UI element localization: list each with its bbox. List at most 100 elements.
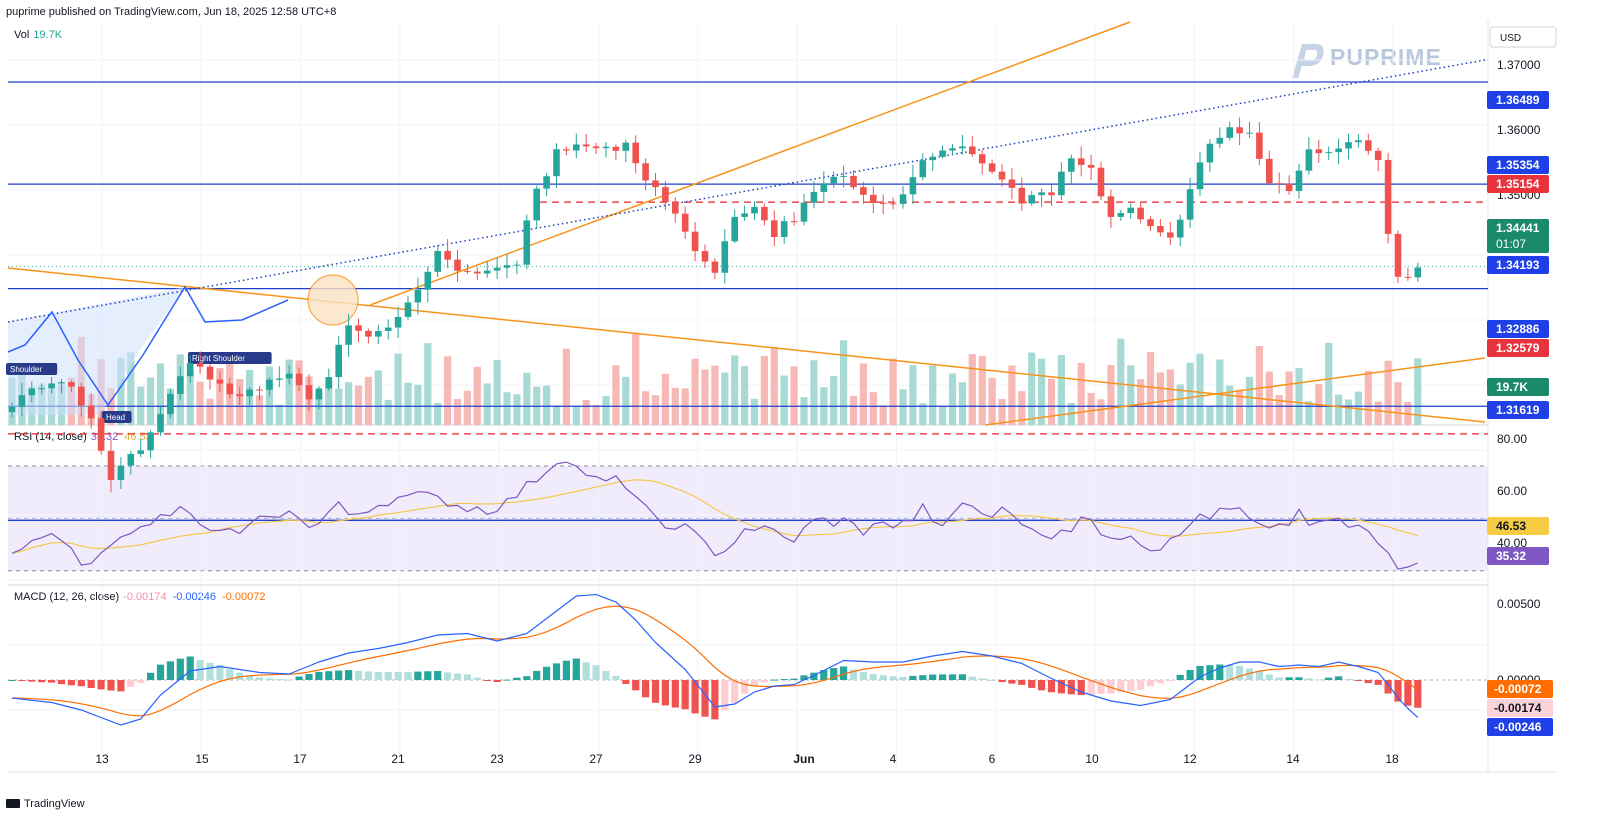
macd-label-bg bbox=[1487, 699, 1553, 717]
candle-body bbox=[384, 327, 392, 331]
macd-histogram-bar bbox=[236, 672, 244, 680]
price-label-bg bbox=[1487, 401, 1549, 419]
volume-bar bbox=[1226, 385, 1234, 425]
volume-legend: Vol 19.7K bbox=[14, 29, 62, 41]
candle-body bbox=[87, 405, 95, 419]
macd-histogram-bar bbox=[295, 676, 303, 680]
candle-body bbox=[375, 330, 382, 337]
candle-body bbox=[1335, 148, 1342, 153]
candle-body bbox=[295, 373, 303, 386]
volume-bar bbox=[998, 399, 1006, 425]
price-label: 1.32886 bbox=[1496, 322, 1540, 336]
macd-histogram-bar bbox=[770, 679, 778, 681]
volume-bar bbox=[404, 382, 412, 425]
macd-histogram-bar bbox=[582, 662, 590, 680]
volume-bar bbox=[147, 377, 155, 425]
candle-body bbox=[464, 270, 471, 272]
candle-body bbox=[38, 388, 45, 390]
volume-bar bbox=[1057, 354, 1065, 425]
volume-bar bbox=[1285, 371, 1293, 425]
volume-bar bbox=[800, 397, 808, 425]
volume-bar bbox=[1384, 360, 1392, 425]
candle-body bbox=[78, 386, 85, 406]
trendline-support bbox=[984, 357, 1486, 426]
candle-body bbox=[1256, 132, 1263, 159]
macd-histogram-bar bbox=[374, 671, 382, 680]
time-tick: 12 bbox=[1183, 752, 1197, 766]
macd-histogram-bar bbox=[463, 674, 471, 680]
macd-histogram-bar bbox=[275, 679, 283, 681]
candle-body bbox=[879, 202, 887, 204]
macd-histogram-bar bbox=[453, 673, 462, 680]
macd-histogram-bar bbox=[879, 675, 887, 680]
macd-histogram-bar bbox=[1047, 680, 1056, 693]
candle-body bbox=[58, 382, 65, 384]
macd-histogram-bar bbox=[156, 664, 165, 680]
candle-body bbox=[681, 213, 689, 232]
candle-body bbox=[335, 344, 342, 378]
macd-histogram-bar bbox=[1335, 676, 1343, 680]
time-tick: 13 bbox=[95, 752, 109, 766]
volume-bar bbox=[483, 383, 491, 425]
rsi-tick: 60.00 bbox=[1497, 484, 1527, 498]
candle-body bbox=[474, 271, 481, 274]
macd-histogram-bar bbox=[948, 674, 957, 680]
volume-bar bbox=[909, 365, 917, 425]
volume-bar bbox=[711, 365, 719, 425]
volume-bar bbox=[1146, 352, 1155, 425]
volume-bar bbox=[701, 369, 709, 425]
candle-body bbox=[1216, 137, 1224, 144]
candle-body bbox=[939, 150, 946, 157]
candle-body bbox=[1315, 149, 1323, 154]
candle-body bbox=[969, 146, 976, 155]
volume-bar bbox=[453, 398, 462, 425]
macd-histogram-bar bbox=[869, 674, 877, 680]
macd-histogram-bar bbox=[1295, 677, 1303, 680]
volume-bar bbox=[651, 395, 660, 425]
candle-body bbox=[691, 231, 699, 252]
macd-histogram-bar bbox=[750, 680, 759, 687]
macd-label: -0.00072 bbox=[1494, 682, 1542, 696]
volume-bar bbox=[859, 363, 867, 425]
time-tick: 18 bbox=[1385, 752, 1399, 766]
macd-label: -0.00174 bbox=[1494, 701, 1542, 715]
candle-body bbox=[48, 383, 55, 389]
price-axis-layer: USD1.370001.360001.350001.330001.320001.… bbox=[1487, 26, 1557, 736]
candle-body bbox=[1394, 233, 1402, 277]
time-tick: 15 bbox=[195, 752, 209, 766]
price-label-bg bbox=[1487, 219, 1549, 253]
volume-bar bbox=[434, 403, 442, 425]
rsi-tick: 40.00 bbox=[1497, 536, 1527, 550]
macd-histogram-bar bbox=[18, 680, 26, 681]
macd-histogram-bar bbox=[859, 672, 867, 680]
candle-body bbox=[949, 148, 956, 151]
candle-body bbox=[246, 389, 253, 397]
macd-histogram-bar bbox=[661, 680, 669, 706]
macd-histogram-bar bbox=[503, 679, 511, 681]
macd-histogram-bar bbox=[127, 680, 135, 687]
price-label-bg bbox=[1487, 156, 1549, 174]
macd-histogram-bar bbox=[473, 677, 481, 680]
macd-histogram-bar bbox=[404, 671, 412, 680]
macd-histogram-bar bbox=[1176, 674, 1184, 680]
macd-histogram-bar bbox=[780, 679, 788, 681]
candle-body bbox=[157, 414, 164, 433]
volume-bar bbox=[1245, 376, 1254, 425]
macd-histogram-bar bbox=[354, 670, 363, 680]
macd-histogram-bar bbox=[1038, 680, 1046, 691]
volume-bar bbox=[919, 403, 927, 425]
currency-label: USD bbox=[1500, 33, 1521, 44]
candle-body bbox=[820, 183, 828, 192]
volume-bar bbox=[1176, 384, 1184, 425]
candle-body bbox=[1038, 192, 1045, 196]
volume-bar bbox=[1275, 395, 1283, 425]
macd-histogram-bar bbox=[285, 679, 293, 681]
volume-bar bbox=[1156, 372, 1164, 425]
macd-histogram-bar bbox=[1384, 680, 1392, 694]
candle-body bbox=[206, 366, 214, 380]
candle-body bbox=[276, 378, 283, 380]
volume-bar bbox=[1018, 391, 1026, 425]
time-tick: 23 bbox=[490, 752, 504, 766]
candle-body bbox=[325, 377, 333, 389]
